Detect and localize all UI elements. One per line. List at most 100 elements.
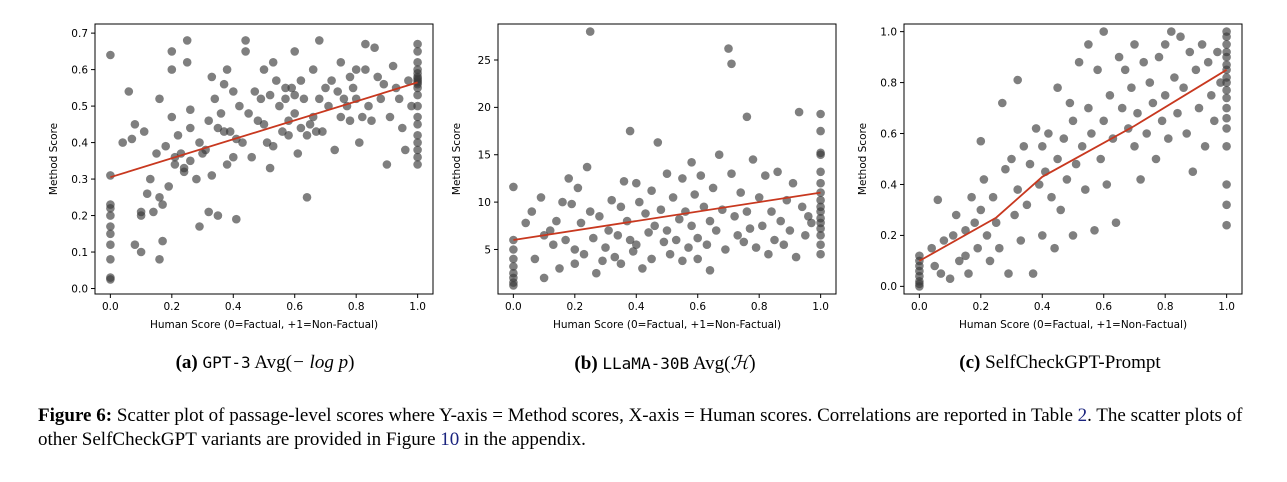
data-point-b-108 — [791, 252, 801, 262]
caption-figure-ref[interactable]: 10 — [440, 429, 460, 450]
data-point-b-62 — [668, 193, 678, 202]
data-point-a-91 — [290, 47, 300, 56]
caption-text-2: . The scatter plots of other SelfCheckGP… — [38, 405, 1243, 450]
data-point-c-16 — [955, 256, 964, 266]
data-point-a-132 — [385, 112, 395, 122]
data-point-b-76 — [702, 240, 712, 249]
x-axis-label-c: Human Score (0=Factual, +1=Non-Factual) — [959, 319, 1187, 331]
data-point-c-34 — [1007, 154, 1016, 164]
data-point-a-27 — [158, 200, 167, 209]
data-point-b-94 — [748, 155, 758, 164]
data-point-b-95 — [751, 243, 761, 252]
data-point-b-16 — [549, 240, 558, 249]
data-point-a-4 — [106, 211, 115, 220]
y-tick-label-c-0: 0.0 — [880, 281, 897, 293]
data-point-a-81 — [268, 58, 278, 67]
data-point-c-36 — [1013, 75, 1022, 85]
data-point-c-21 — [970, 218, 979, 227]
data-point-b-64 — [675, 214, 684, 224]
data-point-a-124 — [361, 65, 370, 74]
data-point-b-68 — [684, 243, 693, 252]
data-point-c-22 — [973, 243, 982, 253]
data-point-c-8 — [927, 243, 936, 253]
y-tick-label-a-4: 0.4 — [71, 137, 88, 149]
data-point-a-13 — [127, 134, 137, 144]
data-point-c-55 — [1062, 175, 1072, 184]
data-point-c-74 — [1111, 218, 1121, 227]
data-point-a-107 — [321, 83, 330, 93]
data-point-b-48 — [632, 240, 641, 249]
y-tick-label-c-2: 0.4 — [880, 179, 897, 191]
data-point-a-157 — [413, 145, 422, 155]
data-point-a-122 — [358, 112, 367, 122]
subcaption-c-label: (c) — [959, 352, 981, 373]
caption-text-1: Scatter plot of passage-level scores whe… — [112, 405, 1078, 426]
data-point-b-39 — [613, 231, 623, 240]
data-point-c-54 — [1059, 134, 1069, 143]
data-point-b-74 — [696, 171, 706, 180]
x-tick-label-c-4: 0.8 — [1157, 301, 1174, 313]
data-point-a-10 — [106, 275, 115, 284]
data-point-b-12 — [536, 193, 546, 202]
data-point-a-100 — [305, 120, 315, 129]
data-point-c-83 — [1136, 175, 1145, 184]
subcaption-a: (a) GPT-3 Avg(− log p) — [95, 352, 435, 374]
data-point-a-63 — [229, 87, 238, 96]
subcaption-b-metric-core: ℋ — [730, 353, 750, 374]
chart-a: 0.0 0.2 0.4 0.6 0.8 1.0 0.0 0.1 0.2 0.3 0.4 0.5 0.6 0… — [48, 23, 434, 331]
data-point-b-126 — [816, 224, 825, 233]
y-tick-label-b-3: 20 — [478, 102, 491, 114]
data-point-c-123 — [1222, 113, 1231, 123]
data-point-c-40 — [1022, 200, 1032, 210]
data-point-c-102 — [1191, 65, 1201, 75]
data-point-b-103 — [776, 216, 785, 226]
data-point-a-133 — [388, 61, 398, 71]
data-point-c-125 — [1222, 142, 1231, 151]
data-point-b-44 — [625, 126, 635, 136]
caption-table-ref[interactable]: 2 — [1077, 405, 1088, 426]
data-point-a-71 — [244, 109, 253, 118]
data-point-a-113 — [336, 112, 346, 122]
data-point-a-136 — [398, 123, 407, 133]
data-point-b-37 — [607, 195, 616, 205]
data-point-a-119 — [351, 65, 361, 74]
data-point-b-88 — [733, 231, 742, 240]
data-point-a-116 — [345, 116, 355, 125]
data-point-b-63 — [671, 235, 681, 245]
subcaption-a-metric-prefix: Avg( — [254, 352, 292, 373]
data-point-b-23 — [570, 245, 580, 254]
data-point-a-26 — [155, 254, 164, 264]
data-point-b-0 — [509, 182, 518, 192]
data-point-a-139 — [407, 101, 416, 111]
data-point-b-28 — [582, 162, 592, 172]
data-point-c-45 — [1038, 142, 1047, 151]
data-point-a-5 — [106, 222, 115, 231]
data-point-b-75 — [699, 202, 709, 212]
data-point-c-60 — [1074, 57, 1084, 67]
data-point-a-41 — [182, 58, 192, 67]
data-point-b-66 — [678, 256, 687, 266]
x-tick-label-c-0: 0.0 — [911, 301, 928, 313]
data-point-a-114 — [339, 94, 349, 104]
data-point-a-32 — [167, 65, 177, 74]
data-point-b-41 — [616, 259, 626, 269]
data-point-a-98 — [302, 193, 312, 202]
data-point-a-44 — [186, 156, 195, 166]
data-point-b-38 — [610, 252, 620, 262]
data-point-a-42 — [186, 105, 195, 114]
data-point-b-10 — [527, 207, 537, 216]
data-point-b-58 — [659, 237, 669, 247]
data-point-a-101 — [308, 65, 318, 74]
data-point-a-137 — [401, 145, 410, 155]
data-point-b-101 — [770, 235, 779, 245]
x-tick-label-a-3: 0.6 — [286, 301, 303, 313]
data-point-a-24 — [155, 94, 164, 104]
data-point-a-46 — [195, 138, 204, 147]
data-point-a-108 — [324, 101, 333, 111]
subcaption-c: (c) SelfCheckGPT-Prompt — [880, 352, 1240, 374]
x-tick-label-a-1: 0.2 — [163, 301, 180, 313]
data-point-a-75 — [256, 94, 266, 104]
data-point-b-53 — [647, 186, 656, 195]
subcaption-b-model: LLaMA-30B — [602, 354, 690, 373]
y-tick-label-b-4: 25 — [478, 55, 491, 67]
